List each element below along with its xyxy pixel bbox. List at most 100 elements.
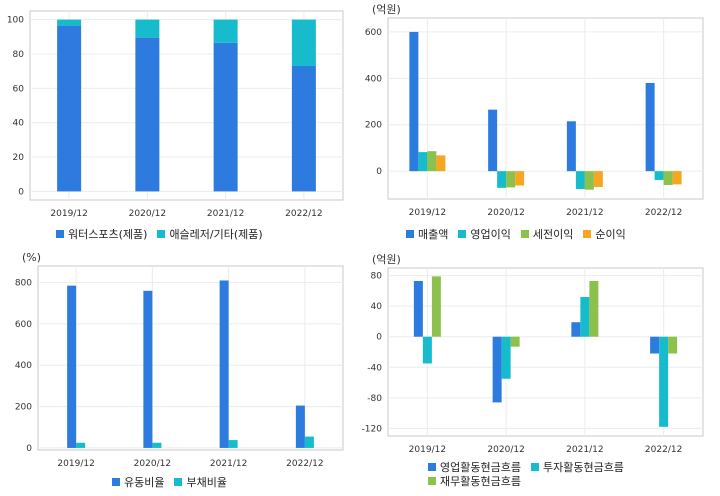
bar-순이익 — [672, 171, 682, 185]
y-tick-label: 600 — [365, 28, 382, 38]
legend-item[interactable]: 투자활동현금흐름 — [530, 461, 624, 475]
bar-매출액 — [488, 109, 498, 172]
y-tick-label: 800 — [15, 279, 32, 289]
legend-label: 부채비율 — [186, 476, 227, 489]
bar-유동비율 — [295, 405, 305, 448]
bar-부채비율 — [76, 442, 86, 448]
bar-애슬레저/기타(제품) — [57, 19, 82, 26]
ratio-chart: (%) 0 200 400 600 800 2019/12 2020/12 2021/12 202… — [0, 248, 360, 496]
bar-매출액 — [566, 121, 576, 172]
bar-부채비율 — [228, 440, 238, 448]
y-tick-label: 200 — [15, 403, 32, 413]
legend-swatch — [157, 230, 166, 238]
chart-legend: 유동비율 부채비율 — [112, 476, 237, 490]
bar-세전이익 — [506, 171, 516, 188]
x-tick-label: 2021/12 — [207, 209, 244, 219]
legend-swatch — [428, 463, 436, 471]
legend-item[interactable]: 유동비율 — [112, 476, 164, 490]
bar-워터스포츠(제품) — [135, 37, 160, 192]
x-tick-label: 2021/12 — [566, 445, 603, 455]
y-tick-label: 400 — [365, 74, 382, 84]
bar-유동비율 — [143, 290, 153, 448]
legend-item[interactable]: 영업이익 — [458, 228, 511, 242]
bar-세전이익 — [663, 171, 673, 186]
bar-유동비율 — [219, 280, 229, 448]
legend-item[interactable]: 워터스포츠(제품) — [56, 228, 147, 242]
x-tick-label: 2020/12 — [134, 459, 171, 469]
bar-워터스포츠(제품) — [291, 65, 316, 192]
y-tick-label: 400 — [15, 361, 32, 371]
legend-swatch — [530, 463, 539, 471]
legend-label: 재무활동현금흐름 — [440, 475, 521, 488]
x-tick-label: 2020/12 — [487, 208, 524, 218]
y-tick-label: 80 — [13, 50, 25, 60]
bar-재무활동현금흐름 — [589, 280, 599, 337]
y-tick-label: 40 — [13, 119, 25, 129]
legend-swatch — [520, 230, 529, 238]
x-tick-label: 2020/12 — [129, 209, 166, 219]
chart-svg: 0 20 40 60 80 100 2019/12 2020/12 2021/12 2022/12 — [7, 10, 344, 219]
y-tick-label: -40 — [367, 363, 382, 373]
bar-영업이익 — [418, 152, 428, 172]
legend-swatch — [406, 230, 414, 238]
bar-부채비율 — [304, 436, 314, 448]
bar-투자활동현금흐름 — [580, 297, 590, 337]
bar-워터스포츠(제품) — [57, 25, 82, 192]
bar-영업이익 — [575, 171, 585, 190]
legend-item[interactable]: 순이익 — [583, 228, 626, 242]
legend-item[interactable]: 세전이익 — [520, 228, 573, 242]
bar-순이익 — [515, 171, 525, 186]
chart-svg: (억원) 0 200 400 600 2019/12 2020/12 2021/12 2022/… — [365, 3, 704, 218]
legend-label: 영업이익 — [470, 228, 511, 241]
legend-label: 유동비율 — [124, 476, 165, 489]
legend-swatch — [174, 478, 183, 486]
bar-애슬레저/기타(제품) — [213, 19, 238, 43]
bar-순이익 — [436, 155, 446, 172]
y-tick-label: 0 — [26, 444, 32, 454]
bar-부채비율 — [152, 442, 162, 448]
bar-투자활동현금흐름 — [659, 336, 669, 427]
legend-item[interactable]: 부채비율 — [174, 476, 227, 490]
y-tick-label: -80 — [367, 394, 382, 404]
legend-item[interactable]: 매출액 — [406, 228, 448, 242]
x-tick-label: 2019/12 — [409, 445, 446, 455]
y-tick-label: 0 — [376, 333, 382, 343]
x-tick-label: 2022/12 — [285, 209, 322, 219]
legend-swatch — [583, 230, 592, 238]
legend-label: 영업활동현금흐름 — [440, 461, 521, 474]
plot-frame — [29, 10, 344, 201]
y-tick-label: 600 — [15, 320, 32, 330]
bar-재무활동현금흐름 — [668, 336, 678, 354]
x-tick-label: 2022/12 — [286, 459, 323, 469]
cashflow-chart: (억원) -120 -80 -40 0 40 80 2019/12 2020/12 2021/12… — [360, 248, 720, 496]
y-tick-label: 40 — [371, 302, 383, 312]
x-tick-label: 2019/12 — [50, 209, 87, 219]
y-tick-label: 80 — [371, 272, 383, 282]
y-tick-label: 20 — [13, 153, 25, 163]
legend-item[interactable]: 애슬레저/기타(제품) — [157, 228, 263, 242]
unit-label: (억원) — [372, 253, 401, 266]
chart-legend: 영업활동현금흐름 투자활동현금흐름재무활동현금흐름 — [428, 461, 658, 489]
unit-label: (%) — [22, 251, 41, 264]
bar-영업활동현금흐름 — [413, 280, 423, 337]
legend-item[interactable]: 재무활동현금흐름 — [428, 475, 521, 489]
x-tick-label: 2019/12 — [409, 208, 446, 218]
x-tick-label: 2021/12 — [210, 459, 247, 469]
product-mix-chart: 0 20 40 60 80 100 2019/12 2020/12 2021/12 2022/12… — [0, 0, 360, 248]
legend-swatch — [428, 477, 436, 485]
bar-영업활동현금흐름 — [492, 336, 502, 403]
bar-유동비율 — [67, 285, 77, 448]
x-tick-label: 2020/12 — [487, 445, 524, 455]
bar-애슬레저/기타(제품) — [135, 19, 160, 38]
legend-label: 매출액 — [418, 228, 449, 241]
bar-애슬레저/기타(제품) — [291, 19, 316, 66]
bar-매출액 — [409, 31, 419, 172]
legend-label: 워터스포츠(제품) — [68, 228, 148, 241]
bar-영업활동현금흐름 — [650, 336, 660, 354]
bar-재무활동현금흐름 — [510, 336, 520, 347]
legend-label: 순이익 — [595, 228, 626, 241]
income-chart: (억원) 0 200 400 600 2019/12 2020/12 2021/12 2022/… — [360, 0, 720, 248]
legend-item[interactable]: 영업활동현금흐름 — [428, 461, 521, 475]
x-tick-label: 2022/12 — [645, 208, 682, 218]
